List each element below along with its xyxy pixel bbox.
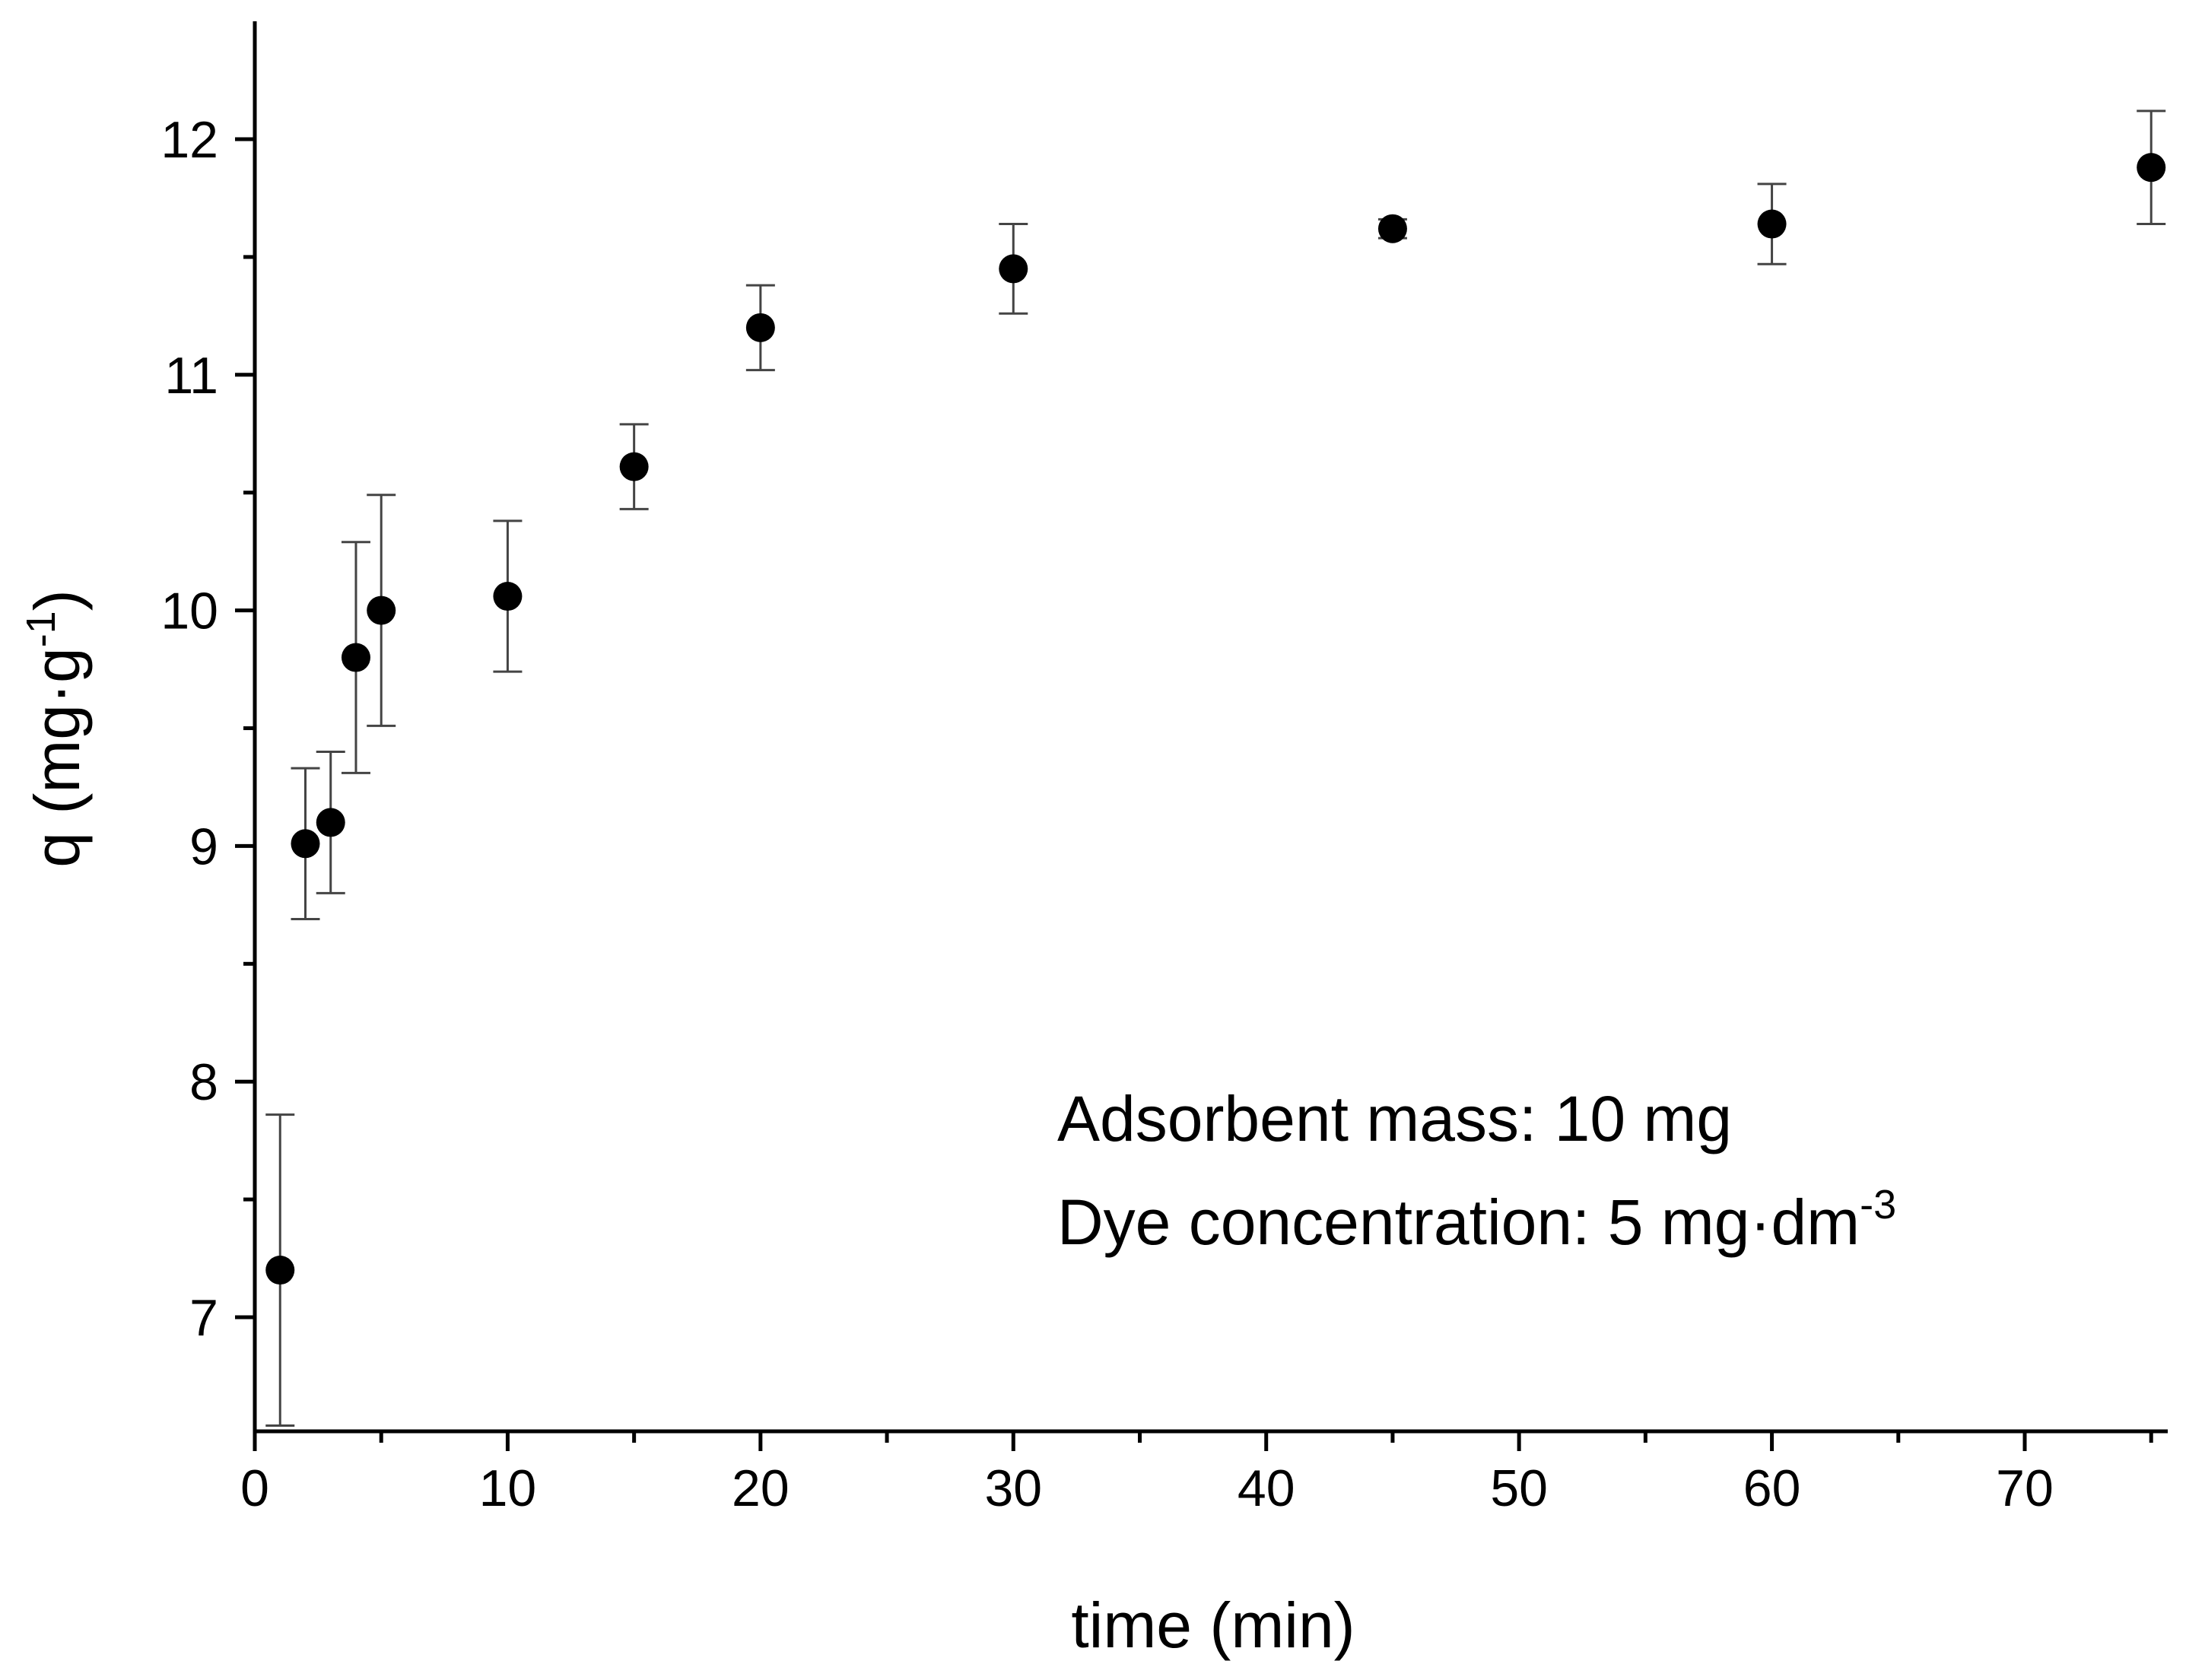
x-axis-title: time (min) — [1071, 1589, 1355, 1661]
y-tick-label: 9 — [189, 818, 218, 875]
y-tick-label: 7 — [189, 1289, 218, 1347]
data-point — [999, 254, 1028, 284]
tick-labels: 0 10 20 30 40 50 60 70 7 8 9 10 11 12 — [160, 111, 2053, 1517]
x-tick-label: 20 — [732, 1459, 790, 1517]
x-tick-label: 60 — [1743, 1459, 1801, 1517]
x-tick-label: 30 — [984, 1459, 1042, 1517]
data-point — [619, 452, 649, 481]
data-point — [493, 582, 523, 611]
annotation-dye-concentration-superscript: -3 — [1860, 1182, 1896, 1227]
y-tick-label: 12 — [160, 111, 218, 169]
y-tick-label: 8 — [189, 1053, 218, 1111]
data-point — [265, 1256, 295, 1285]
y-axis-title-superscript: -1 — [18, 611, 64, 647]
y-axis-title-close: ) — [21, 589, 93, 611]
annotation-dye-concentration-main: Dye concentration: 5 mg·dm — [1057, 1186, 1860, 1258]
data-points — [265, 153, 2166, 1285]
x-tick-label: 50 — [1490, 1459, 1548, 1517]
annotation-adsorbent-mass: Adsorbent mass: 10 mg — [1057, 1083, 1732, 1154]
data-point — [1757, 209, 1787, 239]
y-axis-title: q (mg·g-1) — [18, 589, 93, 867]
x-tick-label: 0 — [240, 1459, 269, 1517]
ticks — [235, 137, 2153, 1451]
data-point — [1377, 214, 1407, 243]
y-axis-title-main: q (mg·g — [21, 647, 93, 867]
x-tick-label: 10 — [479, 1459, 537, 1517]
data-point — [316, 808, 345, 837]
x-tick-label: 40 — [1238, 1459, 1295, 1517]
x-tick-label: 70 — [1996, 1459, 2054, 1517]
data-point — [341, 643, 370, 672]
y-tick-label: 10 — [160, 583, 218, 640]
y-tick-label: 11 — [164, 347, 218, 405]
annotation-dye-concentration: Dye concentration: 5 mg·dm-3 — [1057, 1182, 1896, 1258]
data-point — [291, 829, 320, 859]
data-point — [745, 313, 775, 342]
data-point — [2137, 153, 2166, 183]
data-point — [367, 595, 396, 625]
